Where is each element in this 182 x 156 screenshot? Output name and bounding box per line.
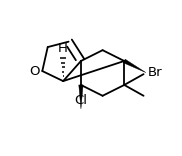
Text: Br: Br [148, 66, 162, 79]
Polygon shape [79, 85, 83, 109]
Text: Cl: Cl [74, 94, 87, 107]
Polygon shape [123, 59, 146, 73]
Text: O: O [29, 65, 39, 78]
Text: H: H [58, 42, 67, 55]
